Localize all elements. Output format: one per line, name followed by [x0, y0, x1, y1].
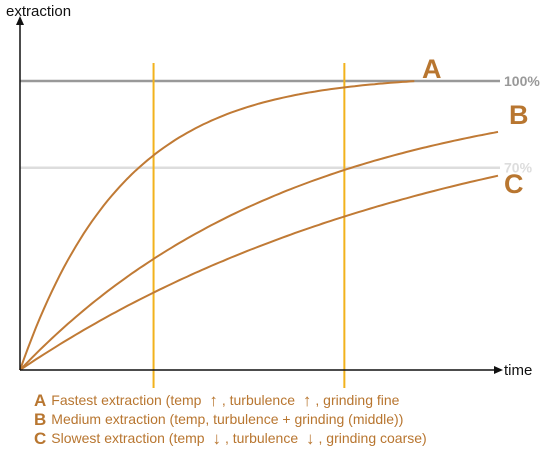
legend-letter: B: [34, 410, 47, 429]
legend-text: , grinding fine: [315, 392, 400, 408]
vertical-markers: [152, 63, 346, 388]
reference-label-70: 70%: [504, 160, 533, 176]
series-curve-a: [19, 80, 415, 371]
y-axis-arrow-icon: [16, 16, 24, 25]
series-label-b: B: [509, 100, 529, 130]
legend-text: , turbulence: [224, 430, 303, 446]
series-label-c: C: [504, 169, 524, 199]
legend-letter: C: [34, 429, 47, 448]
down-arrow-icon: ↓: [212, 429, 221, 448]
y-axis-label: extraction: [6, 3, 71, 20]
up-arrow-icon: ↑: [209, 391, 218, 410]
legend-text: , grinding coarse): [318, 430, 427, 446]
legend: A Fastest extraction (temp ↑, turbulence …: [34, 391, 544, 448]
legend-text: Slowest extraction (temp: [51, 430, 209, 446]
legend-text: Fastest extraction (temp: [51, 392, 206, 408]
legend-row-b: B Medium extraction (temp, turbulence + g…: [34, 410, 544, 429]
series-labels: A B C: [422, 54, 529, 199]
legend-row-a: A Fastest extraction (temp ↑, turbulence …: [34, 391, 544, 410]
reference-label-100: 100%: [504, 73, 540, 89]
legend-text: Medium extraction (temp, turbulence + gr…: [51, 411, 404, 427]
legend-row-c: C Slowest extraction (temp ↓, turbulence …: [34, 429, 544, 448]
series-curve-b: [19, 130, 499, 371]
up-arrow-icon: ↑: [302, 391, 312, 410]
reference-lines: 100% 70%: [20, 73, 540, 176]
extraction-curves: [19, 80, 499, 371]
series-curve-c: [19, 174, 499, 371]
legend-letter: A: [34, 391, 47, 410]
axes: extraction time: [6, 3, 532, 379]
series-label-a: A: [422, 54, 442, 84]
x-axis-arrow-icon: [494, 366, 503, 374]
x-axis-label: time: [504, 362, 532, 379]
down-arrow-icon: ↓: [306, 429, 315, 448]
legend-text: , turbulence: [221, 392, 299, 408]
